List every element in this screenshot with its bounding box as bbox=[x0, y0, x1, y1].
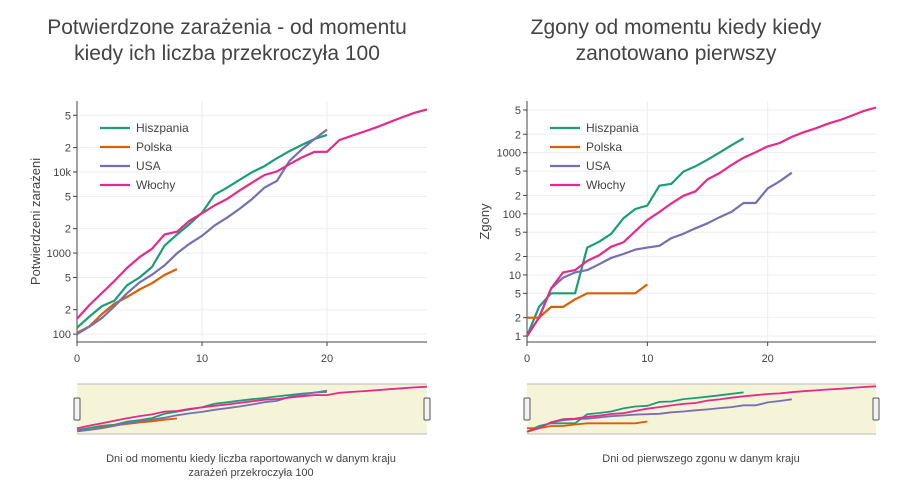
y-tick-label: 2 bbox=[515, 190, 521, 202]
range-slider-left-handle[interactable] bbox=[523, 397, 531, 421]
y-tick-label: 2 bbox=[65, 143, 71, 155]
y-axis-title: Potwierdzeni zarażeni bbox=[28, 158, 43, 285]
y-tick-label: 5 bbox=[515, 288, 521, 300]
x-tick-label: 10 bbox=[196, 353, 208, 365]
legend-item[interactable]: Hiszpania bbox=[550, 121, 639, 135]
x-tick-label: 0 bbox=[74, 353, 80, 365]
y-tick-label: 5 bbox=[65, 191, 71, 203]
range-slider-right-handle[interactable] bbox=[872, 397, 880, 421]
x-axis-title-line: Dni od momentu kiedy liczba raportowanyc… bbox=[106, 453, 396, 465]
legend-label: USA bbox=[136, 159, 161, 173]
x-axis-title-line: zarażeń przekroczyła 100 bbox=[188, 467, 313, 479]
y-tick-label: 2 bbox=[65, 305, 71, 317]
series-line-usa[interactable] bbox=[526, 171, 793, 337]
y-tick-label: 1 bbox=[515, 331, 521, 343]
chart-title-line: zanotowano pierwszy bbox=[576, 42, 777, 65]
y-tick-label: 5 bbox=[515, 227, 521, 239]
range-slider-right-handle[interactable] bbox=[423, 397, 431, 421]
range-slider-background[interactable] bbox=[77, 384, 427, 434]
chart-title-line: Potwierdzone zarażenia - od momentu bbox=[47, 16, 407, 39]
series-line-polska[interactable] bbox=[76, 268, 178, 334]
legend-item[interactable]: Polska bbox=[550, 140, 622, 154]
y-tick-label: 5 bbox=[515, 166, 521, 178]
chart-1: Potwierdzone zarażenia - od momentu kiedy… bbox=[28, 16, 431, 479]
y-tick-label: 5 bbox=[65, 272, 71, 284]
range-slider-series-hiszpania bbox=[526, 391, 744, 433]
legend-label: Polska bbox=[136, 140, 172, 154]
y-tick-label: 10 bbox=[509, 270, 521, 282]
series-line-włochy[interactable] bbox=[76, 108, 428, 320]
chart-2: Zgony od momentu kiedy kiedy zanotowano p… bbox=[477, 16, 880, 465]
legend-label: Włochy bbox=[586, 178, 625, 192]
legend-item[interactable]: USA bbox=[100, 159, 161, 173]
legend-item[interactable]: Włochy bbox=[550, 178, 625, 192]
y-tick-label: 1000 bbox=[497, 148, 521, 160]
y-tick-label: 5 bbox=[515, 105, 521, 117]
x-tick-label: 0 bbox=[524, 353, 530, 365]
y-tick-label: 2 bbox=[515, 252, 521, 264]
chart-title-line: Zgony od momentu kiedy kiedy bbox=[531, 16, 822, 39]
y-tick-label: 5 bbox=[65, 110, 71, 122]
series-line-włochy[interactable] bbox=[526, 106, 877, 337]
x-tick-label: 10 bbox=[641, 353, 653, 365]
y-tick-label: 2 bbox=[515, 313, 521, 325]
y-tick-label: 10k bbox=[53, 167, 71, 179]
range-slider-series-polska bbox=[527, 420, 648, 430]
legend-label: Hiszpania bbox=[136, 121, 189, 135]
legend-label: Włochy bbox=[136, 178, 175, 192]
y-tick-label: 2 bbox=[515, 129, 521, 141]
legend-item[interactable]: USA bbox=[550, 159, 611, 173]
range-slider-left-handle[interactable] bbox=[73, 397, 81, 421]
chart-title-line: kiedy ich liczba przekroczyła 100 bbox=[74, 42, 380, 65]
legend-label: Hiszpania bbox=[586, 121, 639, 135]
y-tick-label: 100 bbox=[503, 209, 521, 221]
range-slider-series-włochy bbox=[526, 385, 877, 433]
legend-label: Polska bbox=[586, 140, 622, 154]
legend-label: USA bbox=[586, 159, 611, 173]
series-line-polska[interactable] bbox=[527, 283, 648, 319]
y-tick-label: 100 bbox=[53, 329, 71, 341]
range-slider-series-włochy bbox=[76, 385, 428, 430]
y-tick-label: 2 bbox=[65, 224, 71, 236]
y-axis-title: Zgony bbox=[477, 203, 492, 240]
y-tick-label: 1000 bbox=[47, 248, 71, 260]
legend-item[interactable]: Polska bbox=[100, 140, 172, 154]
x-axis-title-line: Dni od pierwszego zgonu w danym kraju bbox=[602, 453, 800, 465]
legend-item[interactable]: Włochy bbox=[100, 178, 175, 192]
legend-item[interactable]: Hiszpania bbox=[100, 121, 189, 135]
series-line-hiszpania[interactable] bbox=[525, 137, 745, 337]
x-tick-label: 20 bbox=[321, 353, 333, 365]
x-tick-label: 20 bbox=[762, 353, 774, 365]
